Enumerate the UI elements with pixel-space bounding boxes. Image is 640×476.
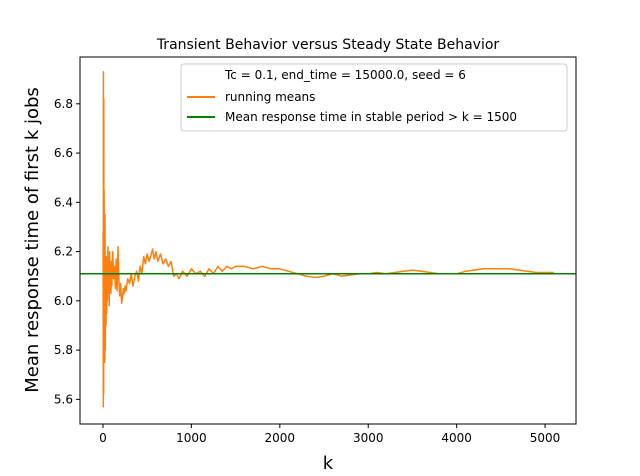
y-axis: 5.6 5.8 6.0 6.2 6.4 6.6 6.8 — [54, 97, 80, 406]
x-tick-label: 4000 — [441, 431, 472, 445]
chart-title: Transient Behavior versus Steady State B… — [156, 37, 500, 53]
y-axis-label: Mean response time of first k jobs — [22, 87, 43, 393]
y-tick-label: 6.4 — [54, 195, 73, 209]
series-line-running-means — [102, 71, 554, 408]
series-layer — [80, 71, 576, 408]
x-axis: 0 1000 2000 3000 4000 5000 — [99, 424, 560, 445]
legend-label-parameters: Tc = 0.1, end_time = 15000.0, seed = 6 — [224, 68, 466, 82]
axes-frame — [79, 56, 577, 425]
y-tick-label: 6.2 — [54, 245, 73, 259]
y-tick-label: 5.6 — [54, 392, 73, 406]
legend-box — [180, 63, 568, 132]
y-tick-label: 5.8 — [54, 343, 73, 357]
x-tick-label: 3000 — [353, 431, 384, 445]
legend: Tc = 0.1, end_time = 15000.0, seed = 6 r… — [180, 63, 568, 132]
x-tick-label: 2000 — [265, 431, 296, 445]
y-tick-label: 6.0 — [54, 294, 73, 308]
x-tick-label: 5000 — [530, 431, 561, 445]
plot-area — [79, 56, 577, 425]
x-tick-label: 1000 — [176, 431, 207, 445]
legend-label-stable-mean: Mean response time in stable period > k … — [225, 110, 517, 124]
y-tick-label: 6.8 — [54, 97, 73, 111]
legend-label-running-means: running means — [225, 90, 315, 104]
x-tick-label: 0 — [99, 431, 107, 445]
y-tick-label: 6.6 — [54, 146, 73, 160]
x-axis-label: k — [323, 453, 334, 474]
